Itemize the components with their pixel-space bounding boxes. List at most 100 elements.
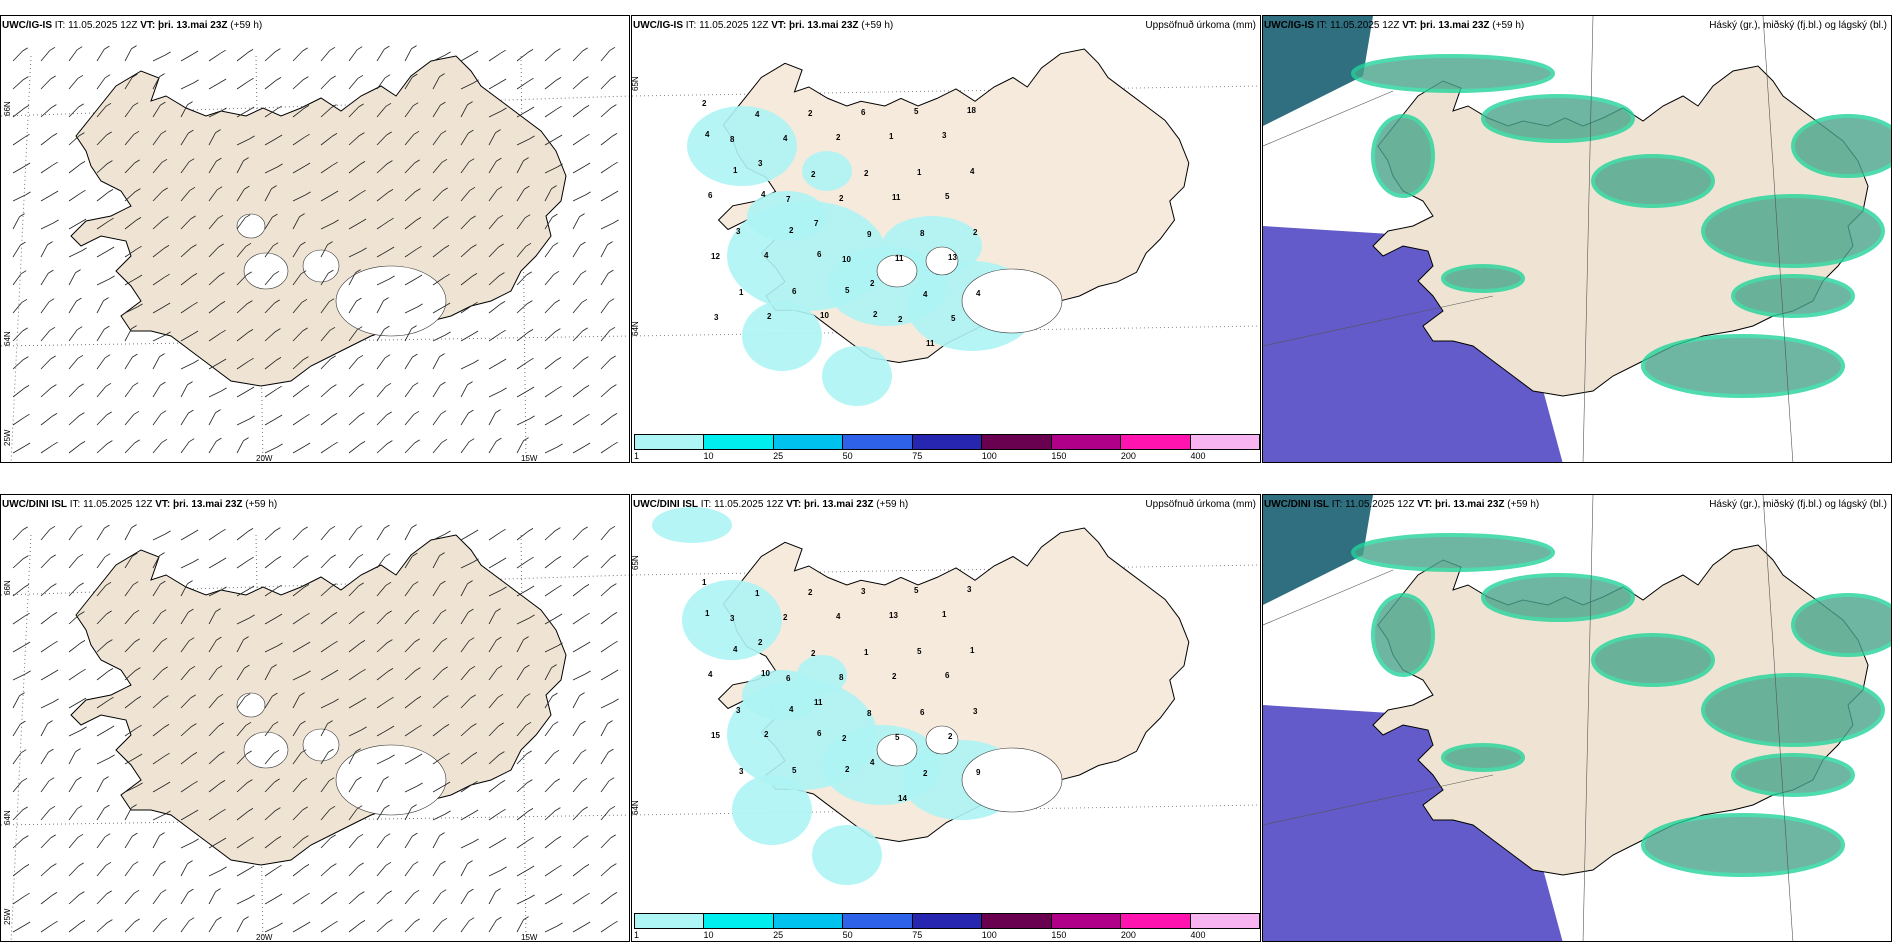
precip-amount-label: 5 [945, 192, 950, 201]
colorbar-tick: 25 [773, 451, 784, 461]
wind-barb [488, 919, 497, 933]
wind-barb-flag [498, 243, 504, 248]
wind-barb-flag [303, 835, 309, 839]
wind-barb [68, 894, 80, 905]
wind-barb-flag [275, 48, 281, 52]
colorbar-tick: 75 [912, 451, 923, 461]
colorbar-swatch [912, 435, 983, 449]
wind-barb-flag [161, 158, 168, 163]
wind-barb [96, 865, 107, 877]
mid-cloud-area [1351, 533, 1555, 572]
wind-barb [96, 757, 110, 765]
wind-barb-flag [248, 357, 254, 362]
wind-barb-flag [496, 665, 503, 670]
wind-barb-flag [103, 297, 109, 301]
wind-barb [124, 442, 135, 454]
wind-barb-flag [524, 214, 531, 219]
wind-barb-flag [584, 921, 591, 926]
wind-barb-flag [585, 670, 591, 675]
wind-barb [264, 839, 277, 849]
precip-amount-label: 13 [948, 253, 957, 262]
wind-barb [68, 865, 79, 877]
wind-barb-flag [134, 159, 140, 164]
wind-barb-flag [467, 860, 473, 864]
wind-barb-flag [80, 668, 86, 673]
wind-barb [292, 273, 302, 286]
wind-barb-flag [611, 104, 617, 108]
wind-barb [68, 221, 82, 230]
wind-barb [264, 388, 277, 398]
wind-barb-flag [247, 808, 254, 812]
wind-barb [600, 586, 612, 597]
wind-barb-flag [49, 525, 56, 530]
wind-barb-flag [412, 382, 419, 387]
wind-barb [572, 673, 586, 681]
precip-amount-label: 1 [889, 132, 894, 141]
wind-barb-flag [328, 269, 334, 274]
wind-barb-flag [272, 692, 278, 697]
wind-barb [208, 440, 217, 454]
wind-barb [600, 672, 614, 681]
wind-barb [376, 106, 387, 118]
wind-barb-flag [303, 555, 309, 559]
wind-barb-flag [583, 555, 589, 559]
wind-barb [96, 134, 107, 146]
precip-area [747, 191, 827, 241]
wind-barb [460, 920, 470, 933]
wind-barb [152, 219, 164, 230]
wind-barb-flag [551, 664, 557, 668]
precip-amount-label: 8 [839, 673, 844, 682]
wind-barb-flag [78, 862, 84, 867]
wind-barb [572, 302, 583, 314]
precip-area [812, 825, 882, 885]
wind-barb [68, 700, 82, 709]
wind-barb-flag [473, 359, 479, 364]
wind-barb-flag [304, 162, 311, 167]
wind-barb-flag [414, 159, 420, 164]
wind-barb-flag [556, 134, 563, 139]
wind-barb-flag [137, 782, 143, 787]
wind-barb [68, 528, 78, 541]
wind-barb-flag [583, 385, 590, 389]
wind-barb-flag [24, 612, 30, 617]
wind-barb-flag [556, 414, 563, 419]
wind-barb-flag [50, 355, 56, 360]
wind-barb-flag [356, 297, 362, 302]
wind-barb [572, 809, 583, 821]
wind-barb [12, 867, 25, 877]
wind-barb-flag [497, 214, 504, 219]
wind-barb-flag [23, 76, 29, 80]
wind-barb [460, 561, 474, 569]
wind-barb-flag [384, 833, 391, 838]
wind-barb-flag [20, 241, 26, 246]
wind-barb-flag [610, 75, 616, 80]
wind-barb-flag [137, 303, 143, 308]
panel-title: Uppsöfnuð úrkoma (mm) [1145, 20, 1256, 31]
panel-header: UWC/IG-IS IT: 11.05.2025 12Z VT: þri. 13… [2, 20, 263, 31]
wind-barb-flag [332, 190, 339, 195]
precip-area [732, 775, 812, 845]
wind-barb [488, 725, 499, 737]
cloud-panel-bottom: UWC/DINI ISL IT: 11.05.2025 12Z VT: þri.… [1262, 494, 1892, 942]
mid-cloud-area [1591, 633, 1715, 687]
wind-barb [68, 585, 79, 597]
wind-barb [292, 79, 304, 90]
wind-barb [348, 221, 362, 230]
wind-barb-flag [301, 777, 308, 782]
wind-barb [12, 416, 25, 426]
wind-barb [404, 105, 414, 118]
wind-barb [404, 356, 413, 370]
wind-barb [96, 527, 105, 541]
wind-barb-flag [248, 386, 255, 391]
wind-barb [208, 668, 218, 681]
wind-barb-flag [356, 46, 363, 51]
precip-amount-label: 4 [761, 190, 766, 199]
wind-barb-flag [221, 387, 227, 392]
wind-barb [208, 81, 222, 90]
wind-barb-flag [304, 641, 311, 646]
wind-barb-flag [221, 107, 227, 112]
wind-barb-flag [81, 726, 87, 731]
wind-barb-flag [52, 920, 58, 925]
wind-barb [460, 247, 472, 258]
wind-barb [460, 532, 474, 541]
